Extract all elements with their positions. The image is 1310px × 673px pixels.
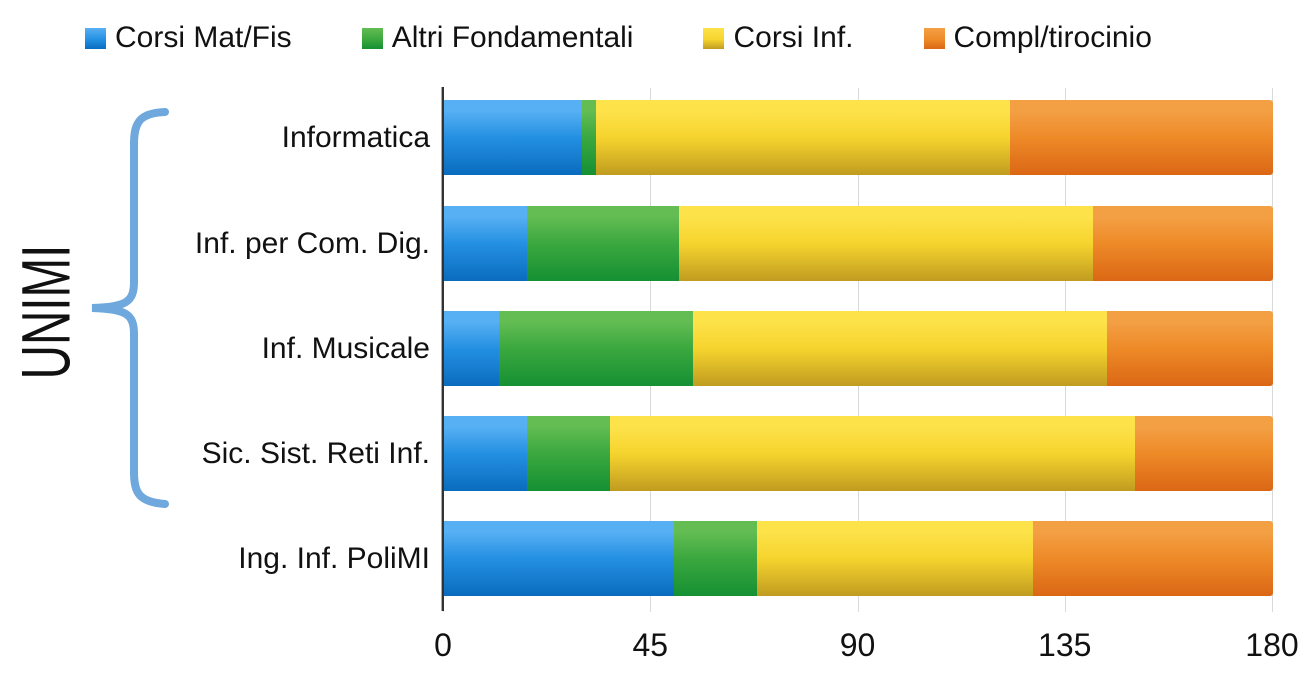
- bar-segment: [1107, 311, 1273, 386]
- category-label: Ing. Inf. PoliMI: [238, 541, 430, 575]
- bar-segment: [1134, 416, 1273, 491]
- bar-segment: [526, 416, 610, 491]
- legend-label: Corsi Mat/Fis: [115, 21, 292, 54]
- bar-row-3: [444, 311, 1273, 386]
- bar-segment: [692, 311, 1108, 386]
- x-axis-tick-label: 135: [1038, 627, 1092, 663]
- category-label: Sic. Sist. Reti Inf.: [201, 436, 430, 470]
- bar-segment: [526, 206, 679, 281]
- x-axis-tick-label: 45: [632, 627, 669, 663]
- bar-segment: [595, 100, 1011, 175]
- bar-row-1: [444, 100, 1273, 175]
- bar-segment: [1033, 521, 1273, 596]
- legend-label: Compl/tirocinio: [953, 21, 1152, 54]
- x-axis-tick-label: 180: [1245, 627, 1299, 663]
- legend-label: Altri Fondamentali: [391, 21, 634, 54]
- legend-item-altri-fondamentali: Altri Fondamentali: [361, 21, 634, 54]
- bar-row-2: [444, 206, 1273, 281]
- bar-segment: [444, 416, 527, 491]
- bar-segment: [444, 100, 583, 175]
- legend-swatch-yellow-icon: [703, 27, 725, 49]
- legend-swatch-orange-icon: [923, 27, 945, 49]
- legend-item-corsi-mat-fis: Corsi Mat/Fis: [85, 23, 292, 53]
- bar-segment: [678, 206, 1094, 281]
- bar-row-5: [444, 521, 1273, 596]
- legend-item-compl-tirocinio: Compl/tirocinio: [923, 21, 1152, 54]
- bar-segment: [444, 311, 500, 386]
- legend-swatch-green-icon: [361, 27, 383, 49]
- bar-segment: [1093, 206, 1273, 281]
- category-label: Inf. Musicale: [261, 331, 430, 365]
- bar-segment: [444, 521, 675, 596]
- bar-segment: [444, 206, 527, 281]
- unimi-brace-icon: [91, 108, 169, 508]
- bar-segment: [582, 100, 596, 175]
- bar-segment: [1010, 100, 1273, 175]
- bar-segment: [609, 416, 1135, 491]
- x-axis-tick-label: 0: [434, 627, 452, 663]
- legend: Corsi Mat/Fis Altri Fondamentali Corsi I…: [85, 16, 1152, 60]
- legend-label: Corsi Inf.: [733, 21, 854, 54]
- bar-segment: [499, 311, 693, 386]
- y-axis-line: [441, 87, 444, 611]
- x-axis-tick-label: 90: [839, 627, 876, 663]
- legend-swatch-blue-icon: [85, 27, 106, 49]
- bar-row-4: [444, 416, 1273, 491]
- bar-segment: [674, 521, 758, 596]
- bar-segment: [757, 521, 1034, 596]
- category-label: Informatica: [281, 120, 430, 154]
- legend-item-corsi-inf: Corsi Inf.: [703, 21, 854, 54]
- category-label: Inf. per Com. Dig.: [194, 226, 430, 260]
